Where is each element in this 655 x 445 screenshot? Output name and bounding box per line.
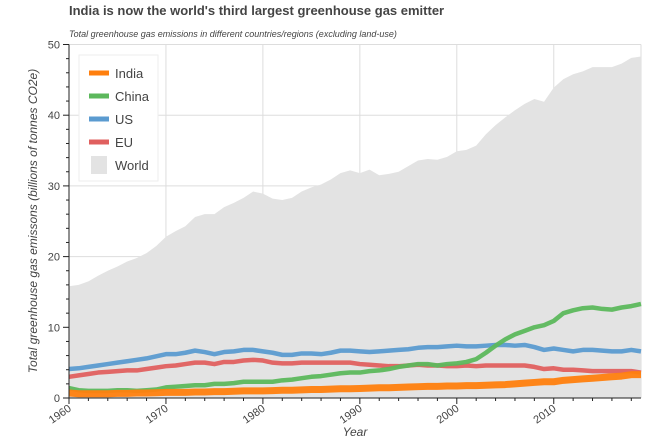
series-line-china (68, 301, 642, 394)
series-line-india (68, 371, 641, 398)
series-area-world (69, 56, 641, 398)
y-tick-label: 10 (48, 322, 60, 334)
x-axis-label: Year (343, 425, 369, 439)
x-tick-label: 1990 (338, 403, 365, 427)
x-tick-label: 1980 (241, 403, 268, 427)
series-line-eu (68, 357, 642, 380)
y-tick-label: 50 (48, 40, 60, 52)
legend-label-us: US (115, 112, 133, 127)
legend-label-china: China (115, 89, 150, 104)
y-tick-label: 30 (48, 181, 60, 193)
legend-label-eu: EU (115, 135, 133, 150)
legend-label-india: India (115, 66, 144, 81)
legend-label-world: World (115, 158, 149, 173)
x-tick-label: 1970 (144, 403, 171, 427)
legend-swatch-world (91, 156, 107, 174)
x-tick-label: 1960 (47, 403, 74, 427)
legend-swatch-india (89, 70, 109, 76)
chart-subtitle: Total greenhouse gas emissions in differ… (69, 29, 397, 39)
y-tick-label: 40 (48, 110, 60, 122)
legend-swatch-china (89, 93, 109, 99)
series-line-us (68, 342, 642, 372)
x-tick-label: 2010 (532, 403, 559, 427)
y-axis-label: Total greenhouse gas emissons (billions … (26, 69, 40, 373)
chart-title: India is now the world's third largest g… (69, 3, 444, 18)
y-tick-label: 20 (48, 252, 60, 264)
legend-swatch-eu (89, 139, 109, 145)
legend-swatch-us (89, 116, 109, 122)
y-tick-label: 0 (54, 393, 60, 405)
x-tick-label: 2000 (435, 403, 462, 427)
